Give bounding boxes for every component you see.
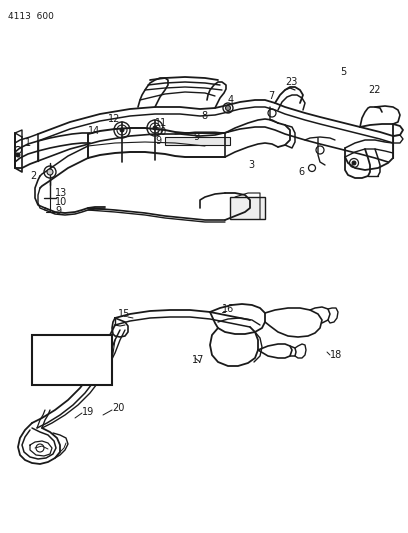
Text: 15: 15 (118, 309, 131, 319)
Circle shape (16, 153, 20, 157)
Text: 14: 14 (88, 126, 100, 136)
Text: 13: 13 (55, 188, 67, 198)
Text: 16: 16 (222, 304, 234, 314)
Circle shape (47, 169, 53, 175)
Text: 18: 18 (330, 350, 342, 360)
Text: 2: 2 (30, 171, 36, 181)
Circle shape (352, 161, 356, 165)
FancyBboxPatch shape (165, 137, 230, 145)
Text: 10: 10 (55, 197, 67, 207)
Text: 4113  600: 4113 600 (8, 12, 54, 21)
Text: 20: 20 (112, 403, 124, 413)
Text: 17: 17 (192, 355, 204, 365)
Text: 5: 5 (340, 67, 346, 77)
Circle shape (153, 126, 157, 130)
Circle shape (226, 106, 231, 110)
Text: 11: 11 (155, 118, 167, 128)
Text: 9: 9 (55, 206, 61, 216)
Text: 22: 22 (368, 85, 381, 95)
Text: 23: 23 (285, 77, 297, 87)
Text: 4: 4 (228, 95, 234, 105)
Text: 10: 10 (155, 127, 167, 137)
Text: 12: 12 (108, 114, 120, 124)
Text: 19: 19 (82, 407, 94, 417)
Text: 6: 6 (298, 167, 304, 177)
Text: 9: 9 (193, 132, 199, 142)
Text: 1: 1 (25, 138, 31, 148)
Text: 21: 21 (43, 353, 55, 363)
Text: 7: 7 (268, 91, 274, 101)
Text: 9: 9 (155, 136, 161, 146)
FancyBboxPatch shape (230, 197, 265, 219)
Text: 8: 8 (201, 111, 207, 121)
Bar (32, 335, 112, 385)
Circle shape (120, 128, 124, 132)
Text: 3: 3 (248, 160, 254, 170)
